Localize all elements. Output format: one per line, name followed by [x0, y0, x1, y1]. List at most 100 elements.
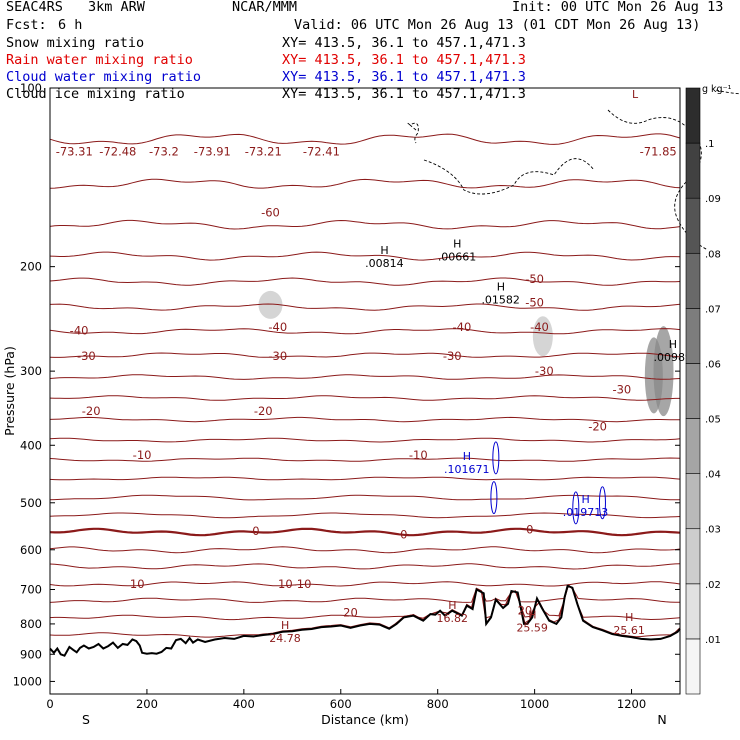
colorbar-label-4: .05	[705, 415, 721, 426]
cloud-water-contour-3	[598, 486, 606, 520]
cloud-ice-contour-0	[407, 122, 419, 144]
isotherm-7	[49, 352, 681, 358]
temperature-label-5: -72.41	[303, 145, 340, 159]
cloud-water-contour-1	[490, 481, 498, 515]
temperature-label-23: -10	[409, 448, 428, 462]
temperature-label-6: -71.85	[640, 145, 677, 159]
y-tick-label-8: 900	[20, 647, 42, 661]
y-axis-label: Pressure (hPa)	[2, 346, 17, 436]
isotherm-20	[49, 584, 681, 603]
temperature-label-14: -30	[77, 349, 96, 363]
y-tick-label-1: 200	[20, 260, 42, 274]
max-value-3: .00989	[653, 351, 692, 364]
colorbar-label-9: .1	[705, 139, 715, 150]
isotherm-3	[49, 251, 681, 261]
valid-time: Valid: 06 UTC Mon 26 Aug 13 (01 CDT Mon …	[294, 17, 701, 33]
temperature-label-12: -40	[453, 320, 472, 334]
isotherm-1	[49, 178, 681, 189]
isotherm-12	[49, 457, 681, 462]
temperature-label-1: -72.48	[99, 145, 136, 159]
isotherm-14	[49, 494, 680, 501]
max-marker-0: H	[380, 244, 388, 257]
colorbar-label-2: .03	[705, 525, 721, 536]
colorbar-swatch-3	[685, 473, 701, 530]
y-tick-label-4: 500	[20, 496, 42, 510]
x-axis-label: Distance (km)	[321, 712, 409, 727]
colorbar-swatch-5	[685, 363, 701, 419]
max-marker-3: H	[669, 338, 677, 351]
terrain-profile	[49, 584, 681, 657]
max-value-5: .019713	[563, 506, 609, 519]
field-xy-1: XY= 413.5, 36.1 to 457.1,471.3	[282, 52, 526, 68]
field-xy-3: XY= 413.5, 36.1 to 457.1,471.3	[282, 86, 526, 102]
temperature-label-19: -20	[82, 404, 101, 418]
temperature-label-30: 20	[518, 604, 533, 618]
colorbar-label-7: .08	[705, 249, 721, 260]
mixing-ratio-shade-2	[532, 316, 553, 357]
temperature-label-10: -40	[70, 323, 89, 337]
isotherm-19	[49, 581, 681, 587]
temperature-label-17: -30	[535, 364, 554, 378]
field-name-3: Cloud ice mixing ratio	[6, 86, 185, 102]
max-value-0: .00814	[365, 257, 404, 270]
field-name-0: Snow mixing ratio	[6, 35, 145, 51]
temperature-label-22: -10	[133, 448, 152, 462]
colorbar-swatch-10	[685, 87, 701, 144]
cloud-ice-contour-4	[715, 89, 740, 95]
temperature-label-18: -30	[612, 382, 631, 396]
isotherm-6	[49, 328, 681, 335]
temperature-label-28: 10-10	[278, 577, 311, 591]
north-label: N	[657, 712, 666, 727]
max-value-6: 24.78	[269, 632, 301, 645]
temperature-label-27: 10	[130, 577, 145, 591]
temperature-label-9: -50	[525, 296, 544, 310]
isotherm-17	[49, 546, 681, 554]
cloud-water-contour-2	[572, 491, 580, 525]
colorbar-label-1: .02	[705, 580, 721, 591]
colorbar-unit: g kg⁻¹	[702, 84, 732, 95]
temperature-label-2: -73.2	[149, 145, 179, 159]
temperature-label-0: -73.31	[56, 145, 93, 159]
max-marker-2: H	[497, 280, 505, 293]
mixing-ratio-shade-3	[258, 290, 283, 319]
x-tick-label-5: 1000	[520, 697, 549, 711]
y-tick-label-9: 1000	[13, 674, 42, 688]
isotherm-11	[49, 437, 681, 443]
low-marker: L	[632, 88, 639, 101]
colorbar-label-0: .01	[705, 635, 721, 646]
max-value-7: 16.82	[436, 612, 468, 625]
field-xy-2: XY= 413.5, 36.1 to 457.1,471.3	[282, 69, 526, 85]
max-value-9: 25.61	[613, 624, 645, 637]
fcst-label: Fcst:	[6, 17, 47, 33]
temperature-label-21: -20	[588, 420, 607, 434]
isotherm-9	[49, 395, 680, 401]
colorbar-label-6: .07	[705, 304, 721, 315]
x-tick-label-1: 200	[136, 697, 158, 711]
temperature-label-15: -30	[268, 349, 287, 363]
y-tick-label-2: 300	[20, 364, 42, 378]
colorbar-swatch-6	[685, 308, 701, 364]
project-label: SEAC4RS	[6, 0, 63, 15]
isotherm-15	[49, 512, 681, 519]
colorbar-swatch-1	[685, 583, 701, 640]
colorbar-swatch-2	[685, 528, 701, 585]
temperature-label-16: -30	[443, 349, 462, 363]
max-marker-7: H	[448, 599, 456, 612]
colorbar-swatch-0	[685, 638, 701, 695]
y-tick-label-3: 400	[20, 438, 42, 452]
colorbar-swatch-7	[685, 252, 701, 309]
temperature-label-24: 0	[252, 524, 259, 538]
colorbar-label-8: .09	[705, 194, 721, 205]
colorbar-swatch-9	[685, 142, 701, 199]
x-tick-label-4: 800	[427, 697, 449, 711]
isotherm-22	[49, 584, 681, 638]
temperature-label-3: -73.91	[194, 145, 231, 159]
mixing-ratio-shade-1	[644, 337, 663, 414]
field-xy-0: XY= 413.5, 36.1 to 457.1,471.3	[282, 35, 526, 51]
max-marker-1: H	[453, 237, 461, 250]
x-tick-label-6: 1200	[617, 697, 646, 711]
max-value-1: .00661	[438, 250, 477, 263]
org-label: NCAR/MMM	[232, 0, 298, 15]
max-value-8: 25.59	[516, 622, 548, 635]
colorbar-label-5: .06	[705, 359, 721, 370]
